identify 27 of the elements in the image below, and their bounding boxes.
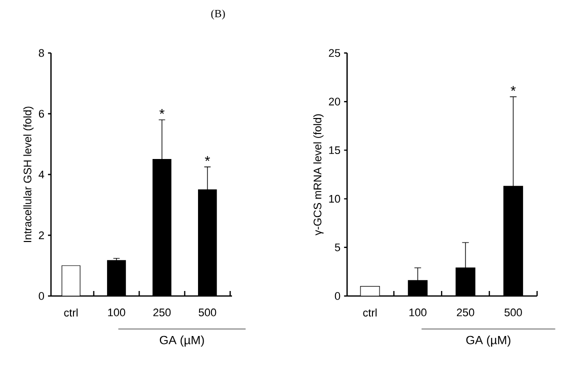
y-axis-title: γ-GCS mRNA level (fold) (313, 114, 324, 236)
y-tick-label: 6 (38, 110, 44, 118)
y-tick-label: 0 (334, 292, 340, 300)
chart-title: (B) (211, 10, 225, 20)
y-tick-label: 0 (38, 292, 44, 300)
x-tick-label: 100 (108, 308, 126, 316)
y-tick-label: 15 (329, 146, 340, 154)
x-tick-label: 500 (198, 308, 216, 316)
y-tick-label: 10 (329, 194, 340, 203)
annotation: * (510, 86, 516, 91)
y-tick-label: 8 (38, 49, 44, 57)
y-tick-label: 4 (38, 170, 44, 178)
x-tick-label: ctrl (363, 308, 377, 317)
x-tick-label: ctrl (64, 308, 78, 317)
y-tick-label: 2 (38, 231, 44, 240)
y-axis-title: Intracellular GSH level (fold) (23, 106, 34, 242)
x-tick-label: 250 (456, 308, 474, 316)
text: GA (µM) (466, 336, 510, 347)
y-tick-label: 25 (328, 49, 340, 57)
y-tick-label: 5 (334, 244, 340, 252)
x-tick-label: 500 (504, 308, 522, 316)
x-tick-label: 100 (409, 308, 426, 316)
y-tick-label: 20 (328, 98, 340, 106)
annotation: * (159, 109, 164, 114)
x-tick-label: 250 (153, 308, 171, 316)
text: GA (µM) (160, 336, 204, 347)
annotation: * (204, 156, 210, 162)
